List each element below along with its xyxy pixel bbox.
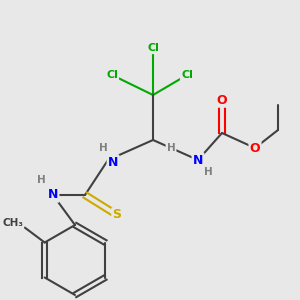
Text: O: O — [250, 142, 260, 154]
Text: Cl: Cl — [181, 70, 193, 80]
Text: N: N — [108, 155, 118, 169]
Text: H: H — [204, 167, 212, 177]
Text: S: S — [112, 208, 122, 221]
Text: Cl: Cl — [106, 70, 118, 80]
Text: H: H — [99, 143, 107, 153]
Text: N: N — [48, 188, 58, 202]
Text: O: O — [217, 94, 227, 106]
Text: Cl: Cl — [147, 43, 159, 53]
Text: CH₃: CH₃ — [2, 218, 23, 227]
Text: H: H — [37, 175, 45, 185]
Text: N: N — [193, 154, 203, 166]
Text: H: H — [167, 143, 176, 153]
